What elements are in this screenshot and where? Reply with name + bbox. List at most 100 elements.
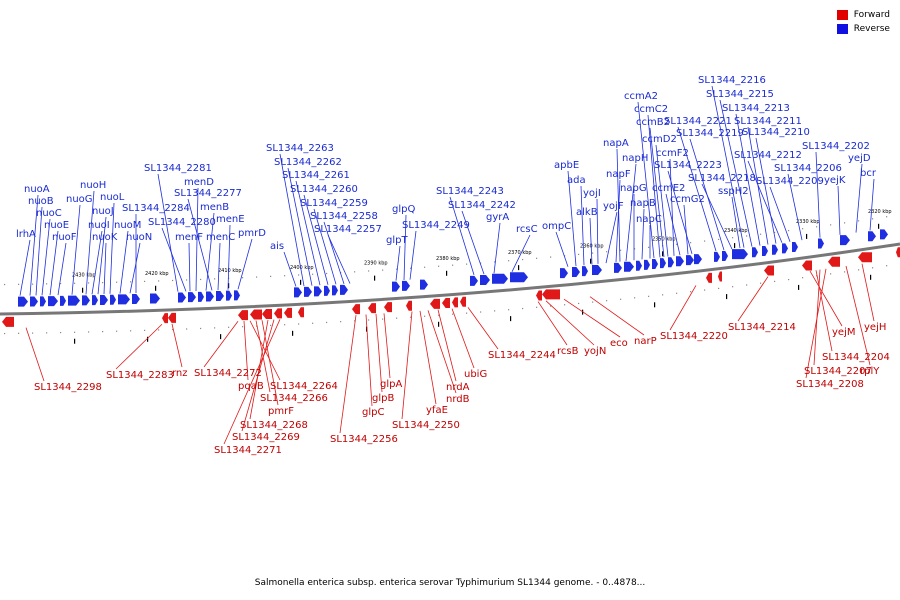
reverse-gene-arrow[interactable] [792,242,798,253]
reverse-gene-arrow[interactable] [470,275,478,286]
forward-gene-arrow[interactable] [168,312,176,323]
reverse-gene-arrow[interactable] [402,280,410,291]
reverse-gene-arrow[interactable] [752,247,758,258]
reverse-gene-arrow[interactable] [624,261,634,272]
reverse-gene-arrow[interactable] [324,285,330,296]
reverse-gene-arrow[interactable] [582,266,588,277]
reverse-gene-arrow[interactable] [40,296,46,307]
reverse-gene-label: menF [175,232,203,243]
reverse-gene-arrow[interactable] [636,260,642,271]
reverse-gene-arrow[interactable] [178,292,186,303]
reverse-gene-arrow[interactable] [314,286,322,297]
reverse-gene-arrow[interactable] [118,294,130,305]
reverse-gene-arrow[interactable] [652,258,658,269]
reverse-gene-arrow[interactable] [614,262,622,273]
reverse-gene-arrow[interactable] [572,267,580,278]
reverse-gene-arrow[interactable] [772,244,778,255]
reverse-gene-label: sspH2 [718,186,749,197]
reverse-gene-arrow[interactable] [332,285,338,296]
reverse-gene-arrow[interactable] [150,293,160,304]
reverse-gene-arrow[interactable] [686,255,694,266]
reverse-gene-arrow[interactable] [560,268,568,279]
forward-gene-arrow[interactable] [250,309,262,320]
track-dot [494,310,496,312]
reverse-gene-arrow[interactable] [722,250,728,261]
track-dot [312,322,314,324]
reverse-gene-arrow[interactable] [880,229,888,240]
reverse-gene-arrow[interactable] [868,231,876,242]
forward-gene-arrow[interactable] [858,252,872,263]
reverse-gene-arrow[interactable] [48,296,58,307]
reverse-gene-arrow[interactable] [644,259,650,270]
reverse-gene-arrow[interactable] [206,291,214,302]
reverse-gene-arrow[interactable] [420,279,428,290]
reverse-gene-arrow[interactable] [840,235,850,246]
forward-gene-arrow[interactable] [718,271,722,282]
forward-gene-arrow[interactable] [896,247,900,258]
reverse-gene-arrow[interactable] [132,294,140,305]
forward-gene-arrow[interactable] [536,290,542,301]
reverse-gene-arrow[interactable] [110,294,116,305]
reverse-gene-label: rcsC [516,224,538,235]
reverse-gene-arrow[interactable] [492,273,508,284]
forward-gene-arrow[interactable] [352,304,360,315]
reverse-gene-arrow[interactable] [818,238,824,249]
reverse-gene-arrow[interactable] [18,296,28,307]
reverse-gene-arrow[interactable] [392,281,400,292]
reverse-gene-arrow[interactable] [30,296,38,307]
reverse-gene-arrow[interactable] [480,275,490,286]
reverse-gene-arrow[interactable] [762,245,768,256]
label-leader [451,308,475,369]
reverse-gene-arrow[interactable] [592,265,602,276]
reverse-gene-label: napB [630,198,656,209]
forward-gene-arrow[interactable] [430,298,440,309]
forward-gene-arrow[interactable] [162,313,168,324]
reverse-gene-arrow[interactable] [82,295,90,306]
forward-gene-arrow[interactable] [802,260,812,271]
forward-gene-arrow[interactable] [2,316,14,327]
reverse-gene-arrow[interactable] [92,295,98,306]
forward-gene-arrow[interactable] [706,272,712,283]
reverse-gene-arrow[interactable] [694,254,702,265]
forward-gene-arrow[interactable] [452,297,458,308]
reverse-gene-arrow[interactable] [668,257,674,268]
reverse-gene-arrow[interactable] [234,290,240,301]
forward-gene-arrow[interactable] [298,307,304,318]
forward-gene-arrow[interactable] [460,296,466,307]
reverse-gene-arrow[interactable] [340,284,348,295]
reverse-gene-arrow[interactable] [714,251,720,262]
reverse-gene-arrow[interactable] [304,286,312,297]
reverse-gene-arrow[interactable] [226,290,232,301]
forward-gene-arrow[interactable] [542,289,560,300]
forward-gene-arrow[interactable] [764,265,774,276]
forward-gene-arrow[interactable] [274,308,282,319]
label-leader [669,285,697,331]
forward-gene-arrow[interactable] [284,307,292,318]
reverse-gene-label: glpQ [392,204,415,215]
reverse-gene-arrow[interactable] [216,291,224,302]
reverse-gene-arrow[interactable] [294,287,302,298]
reverse-gene-arrow[interactable] [510,272,528,283]
reverse-gene-arrow[interactable] [68,295,80,306]
reverse-gene-arrow[interactable] [188,292,196,303]
reverse-gene-arrow[interactable] [732,249,748,260]
forward-gene-arrow[interactable] [384,302,392,313]
forward-gene-arrow[interactable] [442,298,450,309]
legend-label-reverse: Reverse [853,24,890,34]
reverse-gene-arrow[interactable] [660,258,666,269]
tick-mark [300,279,302,285]
reverse-gene-label: nuoI [88,220,110,231]
forward-gene-label: SL1344_2204 [822,352,890,363]
label-leader [243,320,249,381]
reverse-gene-arrow[interactable] [198,291,204,302]
reverse-gene-arrow[interactable] [100,294,108,305]
reverse-gene-arrow[interactable] [60,295,66,306]
forward-gene-arrow[interactable] [262,308,272,319]
forward-gene-arrow[interactable] [238,310,248,321]
forward-gene-arrow[interactable] [828,256,840,267]
forward-gene-arrow[interactable] [406,300,412,311]
track-dot [270,275,272,278]
reverse-gene-arrow[interactable] [676,256,684,267]
reverse-gene-arrow[interactable] [782,243,788,254]
forward-gene-arrow[interactable] [368,303,376,314]
